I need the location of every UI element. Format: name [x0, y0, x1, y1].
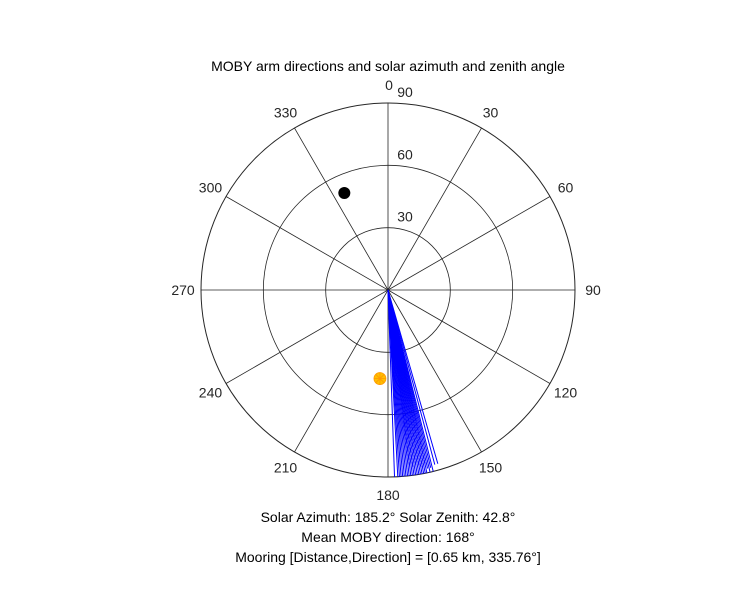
arm-direction-line	[387, 289, 420, 467]
radial-tick-label-90: 90	[397, 84, 413, 100]
angular-spoke-60	[387, 196, 551, 291]
angle-tick-label-240: 240	[199, 385, 223, 401]
angle-tick-label-300: 300	[199, 180, 223, 196]
angle-tick-label-0: 0	[385, 77, 393, 93]
arm-direction-line	[387, 289, 423, 468]
mooring-caption: Mooring [Distance,Direction] = [0.65 km,…	[235, 549, 541, 565]
arm-direction-line	[387, 289, 432, 468]
arm-direction-line	[387, 289, 417, 465]
angle-tick-label-120: 120	[554, 385, 578, 401]
angular-spoke-330	[294, 127, 389, 291]
radial-tick-label-30: 30	[397, 209, 413, 225]
angular-spoke-30	[387, 127, 482, 291]
angular-spoke-210	[294, 289, 389, 453]
sun-ray	[375, 374, 385, 384]
chart-title: MOBY arm directions and solar azimuth an…	[211, 58, 565, 74]
arm-direction-line	[387, 289, 439, 464]
solar-angles-caption: Solar Azimuth: 185.2° Solar Zenith: 42.8…	[260, 509, 516, 525]
mooring-marker	[338, 186, 351, 199]
angle-tick-label-180: 180	[376, 487, 400, 503]
angle-tick-label-30: 30	[483, 104, 499, 120]
angle-tick-label-330: 330	[274, 104, 298, 120]
arm-direction-line	[387, 289, 396, 477]
angle-tick-label-210: 210	[274, 460, 298, 476]
arm-direction-line	[387, 289, 426, 465]
arm-direction-line	[387, 289, 414, 468]
mean-direction-caption: Mean MOBY direction: 168°	[301, 529, 475, 545]
angular-spoke-150	[387, 289, 482, 453]
arm-direction-line	[387, 289, 411, 466]
arm-direction-line	[387, 289, 399, 477]
angle-tick-label-60: 60	[558, 180, 574, 196]
radial-tick-label-60: 60	[397, 146, 413, 162]
angle-tick-label-90: 90	[585, 282, 601, 298]
arm-direction-line	[387, 289, 436, 465]
angular-spoke-300	[225, 196, 389, 291]
angular-spoke-240	[225, 289, 389, 384]
angular-spoke-120	[387, 289, 551, 384]
angle-tick-label-270: 270	[171, 282, 195, 298]
data-layer	[338, 186, 439, 477]
tick-labels: 0 30 60 90 120 150 180 210 240 270 300 330 30 60 90	[171, 77, 601, 503]
angle-tick-label-150: 150	[479, 460, 503, 476]
